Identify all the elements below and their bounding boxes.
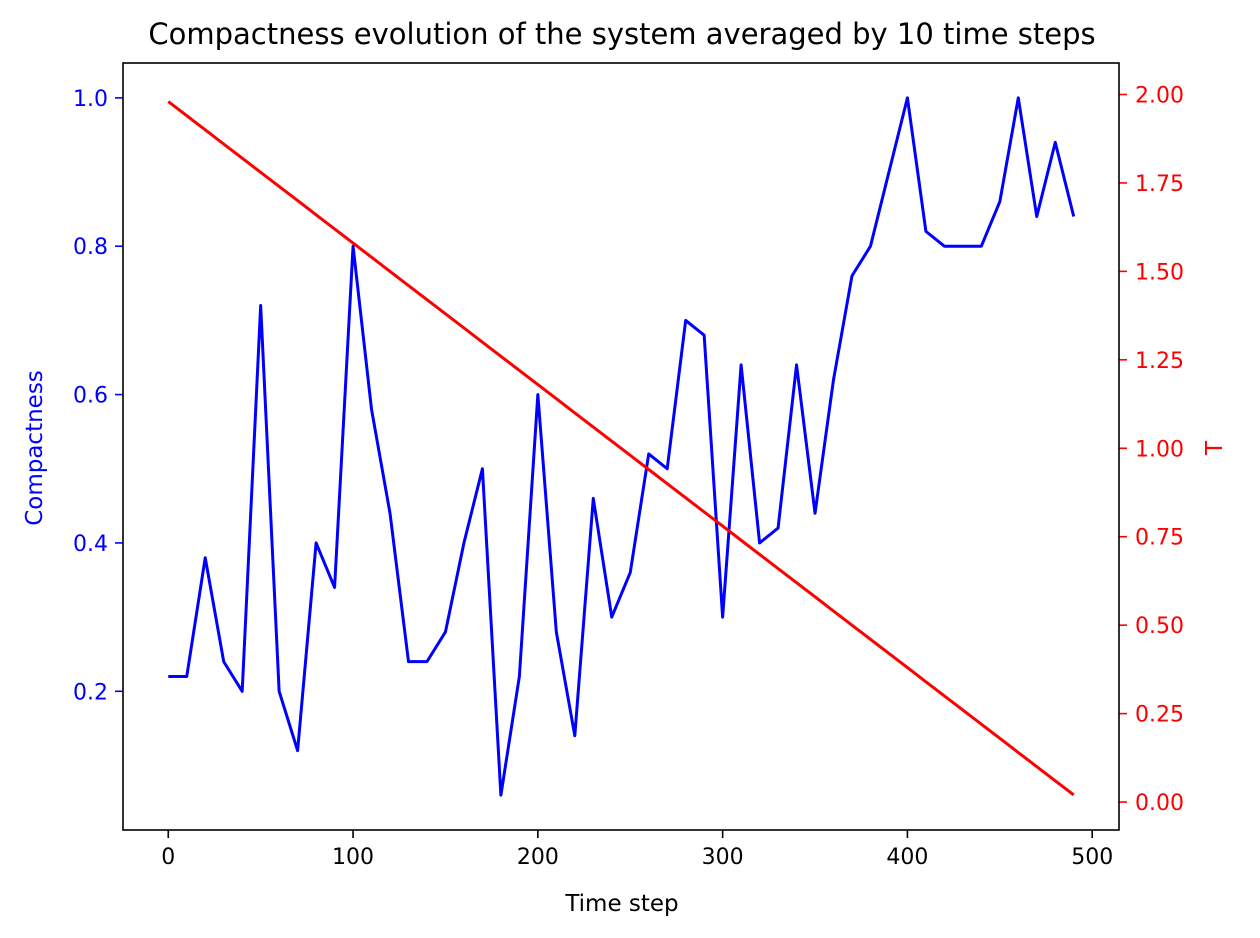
x-axis-label: Time step <box>564 891 678 917</box>
y-right-tick-label: 1.25 <box>1135 349 1184 374</box>
x-tick-label: 0 <box>161 845 175 870</box>
x-tick-label: 500 <box>1071 845 1113 870</box>
y-left-tick-label: 0.8 <box>73 235 108 260</box>
y-right-tick-label: 0.25 <box>1135 703 1184 728</box>
y-right-tick-label: 0.00 <box>1135 791 1184 816</box>
y-left-tick-label: 0.2 <box>73 680 108 705</box>
y-right-tick-label: 1.50 <box>1135 260 1184 285</box>
y-left-tick-label: 1.0 <box>73 87 108 112</box>
x-tick-label: 100 <box>332 845 374 870</box>
temperature-series-line <box>167 100 1075 797</box>
y-left-tick-label: 0.6 <box>73 384 108 409</box>
y-right-tick-label: 1.00 <box>1135 437 1184 462</box>
x-tick-label: 300 <box>702 845 744 870</box>
x-tick-label: 400 <box>886 845 928 870</box>
chart-title: Compactness evolution of the system aver… <box>148 17 1095 51</box>
y-left-axis-label: Compactness <box>22 370 48 526</box>
y-right-tick-label: 1.75 <box>1135 172 1184 197</box>
series-layer <box>167 96 1076 797</box>
y-right-axis-label: T <box>1202 440 1228 456</box>
compactness-series-line <box>168 96 1076 797</box>
x-tick-label: 200 <box>517 845 559 870</box>
ticks-layer: 0 100 200 300 400 500 0.2 0.4 0.6 0.8 1.0 0.00 0.25 0… <box>73 83 1184 870</box>
y-right-tick-label: 0.50 <box>1135 614 1184 639</box>
y-right-tick-label: 0.75 <box>1135 526 1184 551</box>
plot-frame <box>122 62 1120 831</box>
y-right-tick-label: 2.00 <box>1135 83 1184 108</box>
y-left-tick-label: 0.4 <box>73 532 108 557</box>
